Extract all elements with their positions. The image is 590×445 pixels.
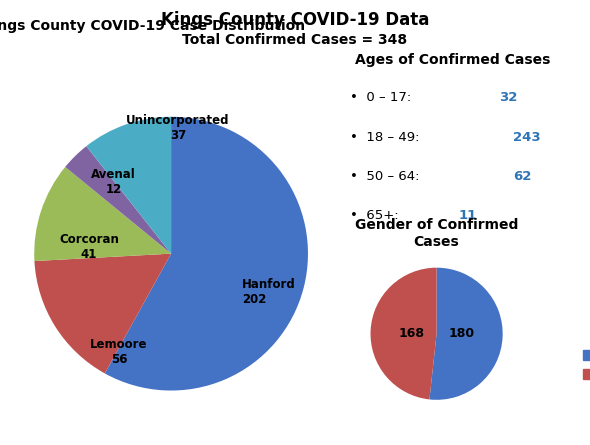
- Wedge shape: [86, 117, 171, 254]
- Text: Hanford
202: Hanford 202: [242, 278, 296, 306]
- Text: 180: 180: [448, 327, 475, 340]
- Text: Total Confirmed Cases = 348: Total Confirmed Cases = 348: [182, 33, 408, 47]
- Text: Avenal
12: Avenal 12: [91, 169, 136, 197]
- Wedge shape: [105, 117, 308, 391]
- Text: Kings County COVID-19 Data: Kings County COVID-19 Data: [161, 11, 429, 29]
- Wedge shape: [34, 254, 171, 373]
- Wedge shape: [371, 268, 437, 400]
- Text: •  65+:: • 65+:: [350, 209, 402, 222]
- Wedge shape: [34, 167, 171, 261]
- Text: Unincorporated
37: Unincorporated 37: [126, 114, 230, 142]
- Text: Ages of Confirmed Cases: Ages of Confirmed Cases: [355, 53, 550, 67]
- Title: Kings County COVID-19 Case Distribution: Kings County COVID-19 Case Distribution: [0, 20, 305, 33]
- Text: Corcoran
41: Corcoran 41: [59, 233, 119, 261]
- Text: 168: 168: [398, 327, 424, 340]
- Legend: Female, Male: Female, Male: [578, 344, 590, 386]
- Wedge shape: [430, 268, 503, 400]
- Wedge shape: [65, 146, 171, 254]
- Text: 62: 62: [513, 170, 532, 183]
- Text: 243: 243: [513, 130, 541, 144]
- Text: 11: 11: [458, 209, 477, 222]
- Text: •  0 – 17:: • 0 – 17:: [350, 91, 415, 105]
- Text: •  18 – 49:: • 18 – 49:: [350, 130, 424, 144]
- Text: 32: 32: [500, 91, 518, 105]
- Text: Lemoore
56: Lemoore 56: [90, 338, 148, 366]
- Text: •  50 – 64:: • 50 – 64:: [350, 170, 424, 183]
- Title: Gender of Confirmed
Cases: Gender of Confirmed Cases: [355, 218, 518, 249]
